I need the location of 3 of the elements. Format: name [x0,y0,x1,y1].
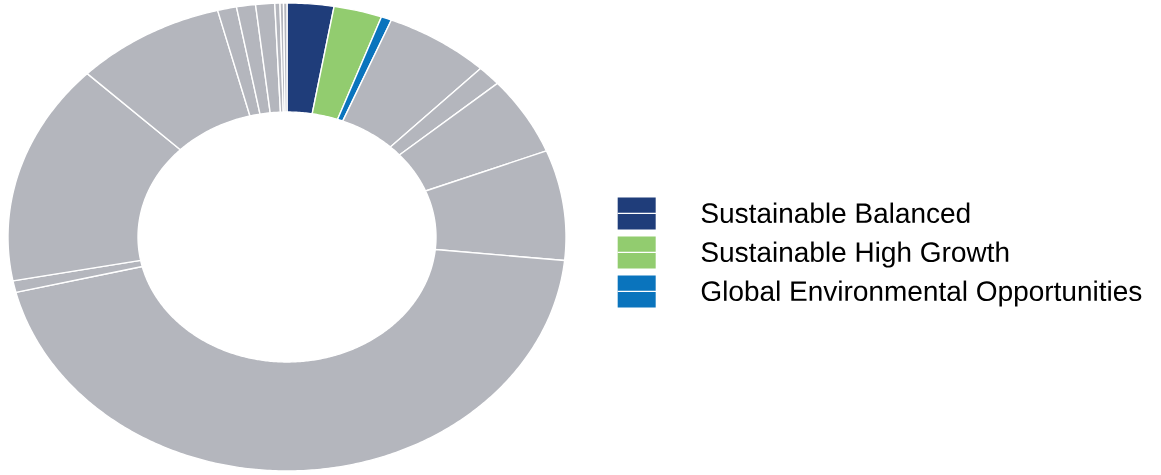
legend-label: Sustainable Balanced [701,202,970,224]
legend-label: Global Environmental Opportunities [701,280,1142,307]
legend-label: Sustainable High Growth [701,241,1009,268]
